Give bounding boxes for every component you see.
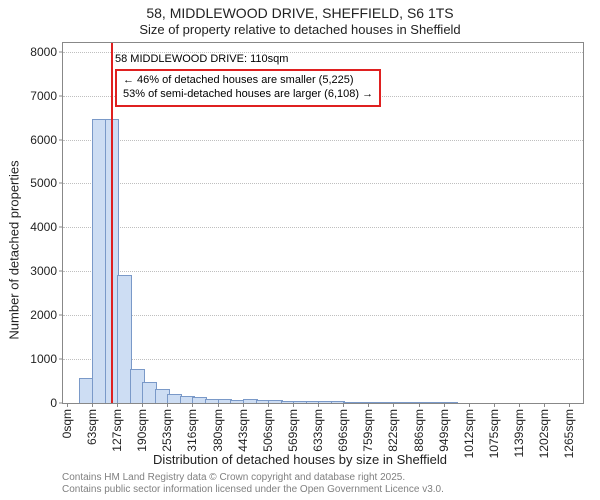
- y-tick-label: 6000: [30, 133, 57, 147]
- x-tick-mark: [469, 403, 470, 407]
- y-tick-label: 2000: [30, 308, 57, 322]
- x-tick-mark: [92, 403, 93, 407]
- gridline: [63, 183, 583, 184]
- x-tick-mark: [368, 403, 369, 407]
- x-tick-mark: [192, 403, 193, 407]
- x-tick-label: 696sqm: [336, 409, 350, 452]
- plot-area: 01000200030004000500060007000800058 MIDD…: [62, 42, 584, 404]
- y-tick-mark: [59, 403, 63, 404]
- x-tick-mark: [268, 403, 269, 407]
- y-tick-mark: [59, 227, 63, 228]
- y-tick-label: 7000: [30, 89, 57, 103]
- y-axis-label: Number of detached properties: [7, 160, 22, 339]
- x-tick-mark: [167, 403, 168, 407]
- x-tick-mark: [569, 403, 570, 407]
- property-marker-line: [111, 43, 113, 403]
- x-tick-label: 759sqm: [361, 409, 375, 452]
- annotation-line: 53% of semi-detached houses are larger (…: [123, 88, 373, 102]
- y-tick-label: 8000: [30, 45, 57, 59]
- x-tick-mark: [243, 403, 244, 407]
- gridline: [63, 227, 583, 228]
- x-tick-label: 0sqm: [60, 409, 74, 438]
- chart-title: 58, MIDDLEWOOD DRIVE, SHEFFIELD, S6 1TS: [0, 5, 600, 21]
- x-tick-label: 380sqm: [211, 409, 225, 452]
- y-tick-label: 4000: [30, 220, 57, 234]
- y-tick-label: 5000: [30, 176, 57, 190]
- x-tick-label: 1075sqm: [487, 409, 501, 458]
- y-tick-mark: [59, 51, 63, 52]
- x-tick-label: 127sqm: [110, 409, 124, 452]
- gridline: [63, 359, 583, 360]
- x-tick-label: 949sqm: [437, 409, 451, 452]
- x-tick-mark: [393, 403, 394, 407]
- x-tick-label: 443sqm: [236, 409, 250, 452]
- x-tick-mark: [318, 403, 319, 407]
- y-tick-label: 1000: [30, 352, 57, 366]
- x-tick-mark: [494, 403, 495, 407]
- y-tick-mark: [59, 271, 63, 272]
- x-tick-label: 886sqm: [412, 409, 426, 452]
- x-tick-label: 1012sqm: [462, 409, 476, 458]
- x-tick-mark: [67, 403, 68, 407]
- x-tick-label: 506sqm: [261, 409, 275, 452]
- footer-line: Contains public sector information licen…: [62, 484, 444, 496]
- y-tick-label: 3000: [30, 264, 57, 278]
- x-tick-mark: [218, 403, 219, 407]
- x-tick-label: 1265sqm: [562, 409, 576, 458]
- x-tick-label: 190sqm: [135, 409, 149, 452]
- y-tick-mark: [59, 183, 63, 184]
- x-tick-label: 316sqm: [185, 409, 199, 452]
- x-tick-mark: [293, 403, 294, 407]
- y-tick-mark: [59, 315, 63, 316]
- annotation-header: 58 MIDDLEWOOD DRIVE: 110sqm: [115, 53, 288, 65]
- x-tick-mark: [343, 403, 344, 407]
- y-tick-mark: [59, 139, 63, 140]
- gridline: [63, 271, 583, 272]
- gridline: [63, 140, 583, 141]
- annotation-line: ← 46% of detached houses are smaller (5,…: [123, 74, 373, 88]
- x-tick-mark: [419, 403, 420, 407]
- x-tick-mark: [444, 403, 445, 407]
- x-tick-label: 63sqm: [85, 409, 99, 445]
- y-tick-label: 0: [50, 396, 57, 410]
- y-tick-mark: [59, 359, 63, 360]
- x-tick-mark: [544, 403, 545, 407]
- figure: 58, MIDDLEWOOD DRIVE, SHEFFIELD, S6 1TS …: [0, 0, 600, 500]
- x-axis-label: Distribution of detached houses by size …: [0, 452, 600, 467]
- chart-subtitle: Size of property relative to detached ho…: [0, 22, 600, 37]
- histogram-bar: [444, 402, 459, 403]
- x-tick-label: 633sqm: [311, 409, 325, 452]
- x-tick-label: 569sqm: [286, 409, 300, 452]
- x-tick-mark: [519, 403, 520, 407]
- x-tick-label: 1139sqm: [512, 409, 526, 457]
- attribution-footer: Contains HM Land Registry data © Crown c…: [62, 472, 444, 496]
- x-tick-mark: [142, 403, 143, 407]
- y-tick-mark: [59, 95, 63, 96]
- x-tick-label: 1202sqm: [537, 409, 551, 458]
- gridline: [63, 315, 583, 316]
- x-tick-mark: [117, 403, 118, 407]
- annotation-box: ← 46% of detached houses are smaller (5,…: [115, 69, 381, 107]
- x-tick-label: 253sqm: [160, 409, 174, 452]
- x-tick-label: 822sqm: [386, 409, 400, 452]
- footer-line: Contains HM Land Registry data © Crown c…: [62, 472, 444, 484]
